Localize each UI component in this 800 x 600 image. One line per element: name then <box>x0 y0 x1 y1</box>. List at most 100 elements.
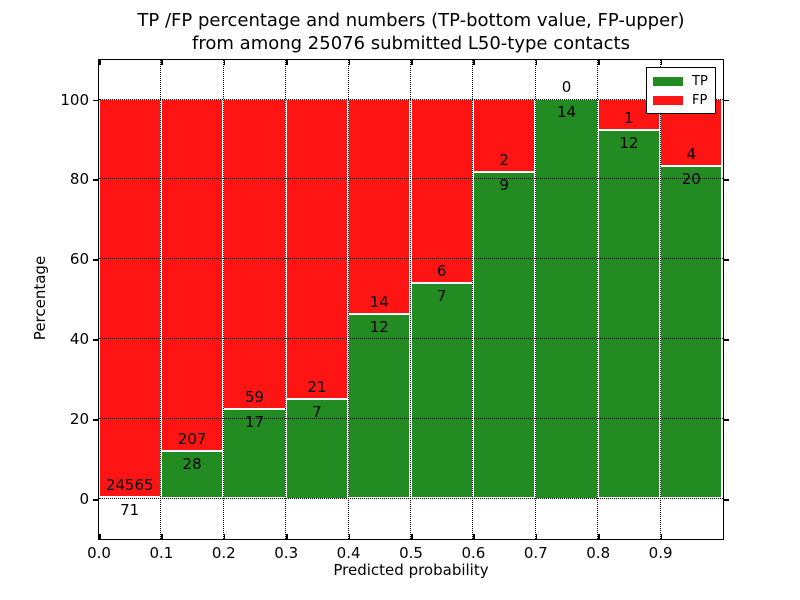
bar-segment-fp <box>285 99 349 399</box>
legend-item: FP <box>647 91 715 110</box>
gridline-horizontal <box>98 98 723 100</box>
x-tick-label: 0.4 <box>336 544 361 562</box>
bar-segment-tp <box>223 409 286 499</box>
x-tick-label: 0.2 <box>211 544 236 562</box>
gridline-horizontal <box>98 418 723 420</box>
x-tick-bottom <box>660 534 663 539</box>
x-tick-bottom <box>411 534 413 539</box>
bar-segment-fp <box>348 99 411 315</box>
bar-label-fp-count: 14 <box>369 293 389 312</box>
gridline-vertical <box>285 59 287 539</box>
bar-segment-fp <box>410 99 473 284</box>
gridline-vertical <box>410 59 411 539</box>
bar-label-tp-count: 12 <box>369 318 389 337</box>
bar-segment-tp <box>285 398 349 499</box>
y-tick-label: 40 <box>69 330 89 349</box>
bar-label-tp-count: 14 <box>556 103 577 121</box>
bar-label-fp-count: 24565 <box>105 476 154 495</box>
legend-item: TP <box>647 72 715 91</box>
bar-label-tp-count: 20 <box>681 169 701 188</box>
gridline-vertical <box>659 59 661 539</box>
gridline-horizontal <box>98 338 723 340</box>
x-tick-bottom <box>223 534 226 539</box>
y-tick-left <box>93 419 99 421</box>
y-tick-right <box>723 179 729 181</box>
bar-segment-tp <box>348 314 411 499</box>
bar-segment-tp <box>410 283 473 499</box>
gridline-vertical <box>597 59 599 539</box>
gridline-horizontal <box>98 178 723 180</box>
y-tick-left <box>93 99 99 101</box>
y-tick-right <box>723 419 729 421</box>
legend-swatch-tp <box>653 77 683 86</box>
gridline-vertical <box>472 59 474 539</box>
x-tick-bottom <box>473 534 475 539</box>
x-tick-bottom <box>598 534 600 539</box>
gridline-vertical <box>160 59 162 539</box>
x-tick-top <box>99 60 101 65</box>
y-tick-right <box>723 499 729 501</box>
bar-segment-fp <box>472 99 536 172</box>
y-tick-label: 100 <box>60 90 89 109</box>
y-tick-left <box>93 179 99 181</box>
gridline-horizontal <box>98 258 723 260</box>
x-tick-bottom <box>286 534 288 539</box>
legend-swatch-fp <box>653 96 683 105</box>
x-tick-top <box>348 60 351 65</box>
gridline-vertical <box>347 59 349 539</box>
bar-label-tp-count: 71 <box>120 501 140 520</box>
y-tick-left <box>93 339 99 341</box>
bar-segment-tp <box>597 129 661 499</box>
x-tick-label: 0.9 <box>648 544 673 562</box>
y-tick-left <box>93 499 99 501</box>
gridline-horizontal <box>98 498 723 499</box>
y-tick-right <box>723 99 729 101</box>
bar-label-fp-count: 207 <box>177 429 207 448</box>
gridline-vertical <box>222 59 224 539</box>
bar-label-fp-count: 6 <box>436 262 447 281</box>
x-tick-bottom <box>535 534 538 539</box>
y-axis-label: Percentage <box>31 255 49 341</box>
y-tick-label: 80 <box>69 170 89 189</box>
bar-label-fp-count: 2 <box>499 150 509 169</box>
bar-label-fp-count: 1 <box>624 108 634 127</box>
y-tick-right <box>723 339 729 341</box>
y-tick-right <box>723 259 729 261</box>
x-tick-top <box>660 60 663 65</box>
y-tick-label: 60 <box>69 250 89 269</box>
bar-label-fp-count: 59 <box>244 388 265 407</box>
y-tick-left <box>93 259 99 261</box>
x-tick-top <box>411 60 413 65</box>
x-tick-bottom <box>161 534 163 539</box>
gridline-vertical <box>534 59 536 539</box>
x-tick-top <box>286 60 288 65</box>
bar-label-fp-count: 0 <box>561 78 572 96</box>
chart-title: TP /FP percentage and numbers (TP-bottom… <box>99 9 723 55</box>
x-tick-top <box>598 60 600 65</box>
legend: TP FP <box>646 67 716 114</box>
x-tick-top <box>535 60 538 65</box>
bar-label-fp-count: 4 <box>686 144 697 163</box>
x-tick-label: 0.5 <box>399 544 423 562</box>
y-tick-label: 0 <box>79 490 89 508</box>
x-tick-bottom <box>348 534 351 539</box>
bar-label-tp-count: 17 <box>244 413 265 432</box>
x-tick-label: 0.7 <box>523 544 548 562</box>
legend-label-fp: FP <box>692 93 708 108</box>
x-tick-label: 0.3 <box>274 544 299 562</box>
x-tick-label: 0.6 <box>461 544 486 562</box>
legend-label-tp: TP <box>692 74 708 89</box>
x-tick-label: 0.1 <box>149 544 174 562</box>
chart-title-line1: TP /FP percentage and numbers (TP-bottom… <box>137 10 685 31</box>
bar-segment-tp <box>160 450 224 499</box>
x-axis-label: Predicted probability <box>333 561 489 579</box>
bar-label-tp-count: 7 <box>436 287 447 306</box>
bar-label-tp-count: 28 <box>182 454 202 473</box>
bar-label-tp-count: 12 <box>619 133 639 152</box>
y-tick-label: 20 <box>69 410 89 429</box>
bar-segment-tp <box>535 99 598 499</box>
x-tick-top <box>161 60 163 65</box>
bar-segment-tp <box>472 171 536 499</box>
x-tick-top <box>223 60 226 65</box>
plot-area: 24565 71 207 28 59 17 21 7 14 12 6 7 2 9 0 14 1 12 4 20 <box>97 58 724 540</box>
